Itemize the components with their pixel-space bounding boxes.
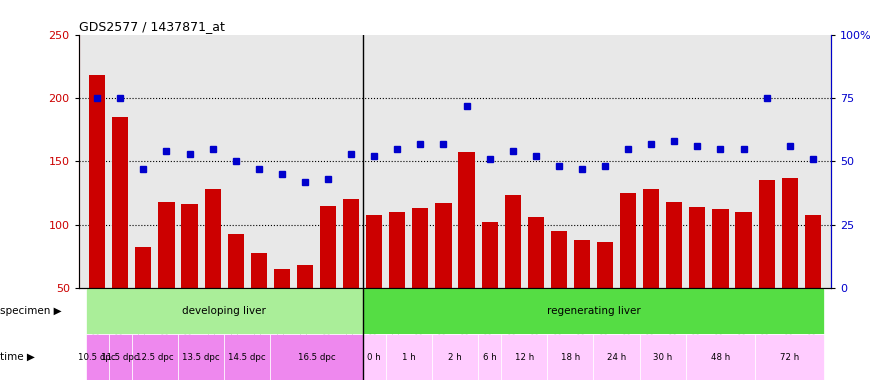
Bar (89, 75, 105, 288)
Bar (593, 334, 640, 380)
Bar (640, 334, 686, 380)
Text: 12.5 dpc: 12.5 dpc (136, 353, 174, 362)
Text: 72 h: 72 h (780, 353, 800, 362)
Bar (205, 189, 220, 288)
Text: 16.5 dpc: 16.5 dpc (298, 353, 335, 362)
Text: 48 h: 48 h (710, 353, 730, 362)
Bar (224, 334, 270, 380)
Bar (270, 334, 362, 380)
Bar (362, 288, 824, 334)
Bar (366, 215, 382, 288)
Text: specimen ▶: specimen ▶ (0, 306, 61, 316)
Text: 6 h: 6 h (483, 353, 496, 362)
Text: developing liver: developing liver (182, 306, 266, 316)
Bar (805, 215, 821, 288)
Bar (781, 178, 798, 288)
Text: 2 h: 2 h (448, 353, 462, 362)
Bar (412, 208, 429, 288)
Bar (458, 152, 474, 288)
Bar (86, 334, 108, 380)
Text: 1 h: 1 h (402, 353, 416, 362)
Bar (136, 247, 151, 288)
Bar (550, 231, 567, 288)
Bar (481, 222, 498, 288)
Bar (178, 334, 224, 380)
Text: 18 h: 18 h (561, 353, 580, 362)
Text: 14.5 dpc: 14.5 dpc (228, 353, 266, 362)
Bar (478, 334, 501, 380)
Bar (158, 202, 174, 288)
Bar (343, 199, 360, 288)
Bar (228, 233, 244, 288)
Bar (501, 334, 548, 380)
Bar (274, 269, 290, 288)
Bar (297, 265, 313, 288)
Bar (362, 334, 386, 380)
Bar (620, 193, 636, 288)
Bar (712, 209, 729, 288)
Bar (548, 334, 593, 380)
Bar (505, 195, 521, 288)
Text: 0 h: 0 h (368, 353, 382, 362)
Text: regenerating liver: regenerating liver (547, 306, 640, 316)
Bar (320, 206, 336, 288)
Text: 24 h: 24 h (607, 353, 626, 362)
Text: 12 h: 12 h (514, 353, 534, 362)
Bar (432, 334, 478, 380)
Text: time ▶: time ▶ (0, 352, 35, 362)
Bar (112, 117, 129, 288)
Bar (736, 212, 752, 288)
Bar (755, 334, 824, 380)
Bar (597, 242, 613, 288)
Bar (574, 240, 590, 288)
Bar (108, 334, 132, 380)
Text: 11.5 dpc: 11.5 dpc (102, 353, 139, 362)
Bar (759, 180, 774, 288)
Bar (386, 334, 432, 380)
Bar (251, 253, 267, 288)
Bar (436, 203, 452, 288)
Bar (686, 334, 755, 380)
Text: GDS2577 / 1437871_at: GDS2577 / 1437871_at (79, 20, 225, 33)
Bar (389, 212, 405, 288)
Text: 10.5 dpc: 10.5 dpc (79, 353, 116, 362)
Bar (690, 207, 705, 288)
Bar (666, 202, 682, 288)
Bar (643, 189, 659, 288)
Text: 13.5 dpc: 13.5 dpc (182, 353, 220, 362)
Bar (528, 217, 544, 288)
Bar (181, 204, 198, 288)
Bar (132, 334, 178, 380)
Text: 30 h: 30 h (653, 353, 672, 362)
Bar (86, 288, 362, 334)
